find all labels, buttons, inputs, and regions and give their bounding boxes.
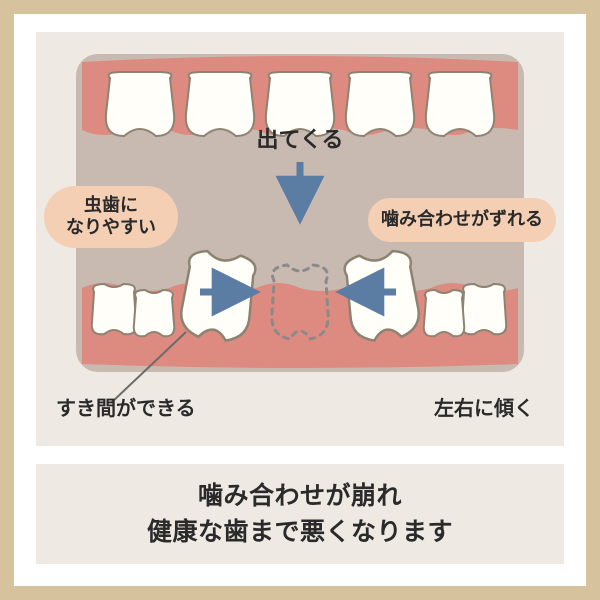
caption-line-2: 健康な歯まで悪くなります: [147, 518, 453, 546]
caption-line-1: 噛み合わせが崩れ: [198, 482, 402, 510]
bubble-cavity-risk: 虫歯に なりやすい: [44, 186, 178, 248]
bubble-left-line2: なりやすい: [66, 217, 156, 237]
bubble-left-line1: 虫歯に: [84, 195, 138, 215]
label-tilt: 左右に傾く: [434, 392, 534, 421]
diagram-panel: 出てくる 虫歯に なりやすい 噛み合わせがずれる すき間ができる 左右に傾く: [36, 32, 564, 446]
caption-box: 噛み合わせが崩れ 健康な歯まで悪くなります: [36, 464, 564, 564]
label-extrusion: 出てくる: [36, 122, 564, 154]
bubble-bite-shift: 噛み合わせがずれる: [368, 198, 556, 242]
label-gap: すき間ができる: [56, 392, 196, 421]
infographic-frame: 出てくる 虫歯に なりやすい 噛み合わせがずれる すき間ができる 左右に傾く 噛…: [0, 0, 600, 600]
